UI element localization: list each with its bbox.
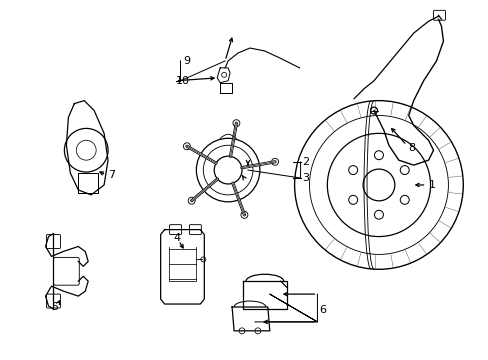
Text: 8: 8 (408, 143, 415, 153)
Text: 5: 5 (51, 302, 59, 312)
Text: 2: 2 (302, 157, 309, 167)
Text: 6: 6 (319, 305, 326, 315)
Text: 7: 7 (108, 170, 115, 180)
Text: 3: 3 (302, 173, 309, 183)
Text: 1: 1 (427, 180, 435, 190)
Text: 10: 10 (175, 76, 189, 86)
Circle shape (271, 158, 278, 165)
Circle shape (183, 143, 190, 150)
Circle shape (188, 197, 195, 204)
Text: 4: 4 (173, 233, 180, 243)
Text: 9: 9 (183, 56, 190, 66)
Circle shape (232, 120, 240, 127)
Circle shape (241, 211, 247, 218)
